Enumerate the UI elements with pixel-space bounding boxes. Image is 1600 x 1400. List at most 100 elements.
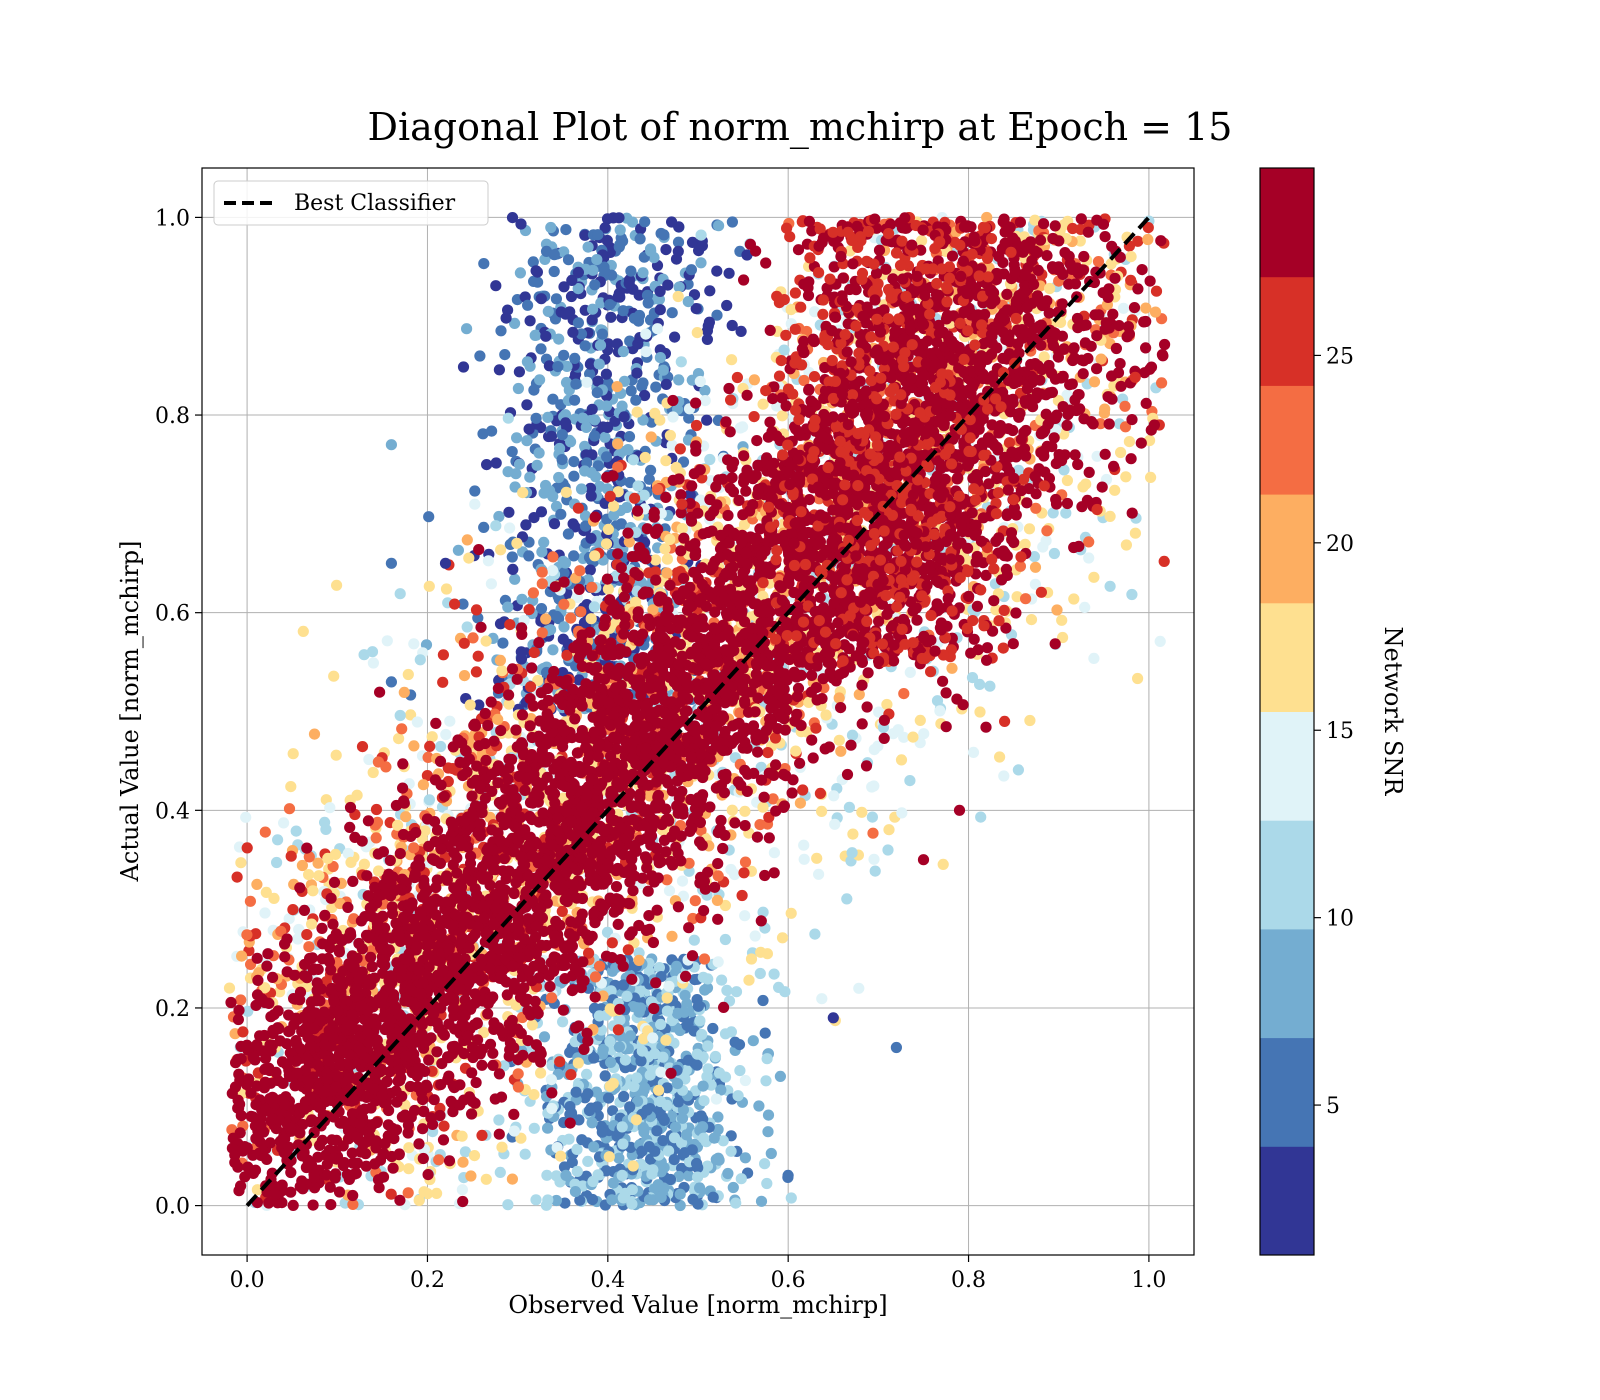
scatter-point — [558, 567, 570, 579]
scatter-point — [582, 241, 594, 253]
scatter-point — [614, 224, 626, 236]
scatter-point — [560, 224, 572, 236]
scatter-point — [816, 805, 828, 818]
scatter-point — [241, 842, 253, 854]
scatter-point — [867, 827, 879, 839]
scatter-point — [600, 538, 613, 550]
scatter-point — [492, 713, 504, 726]
scatter-point — [599, 431, 611, 443]
scatter-point — [866, 811, 879, 823]
scatter-point — [464, 699, 476, 711]
scatter-point — [589, 279, 601, 291]
scatter-point — [843, 801, 856, 813]
scatter-point — [358, 649, 370, 661]
scatter-point — [895, 754, 908, 766]
scatter-point — [278, 817, 290, 829]
scatter-point — [1083, 552, 1095, 564]
scatter-point — [403, 1163, 415, 1175]
scatter-point — [676, 523, 688, 535]
scatter-point — [618, 1090, 630, 1103]
scatter-point — [534, 374, 546, 386]
scatter-point — [545, 1074, 558, 1086]
scatter-point — [599, 222, 611, 234]
scatter-point — [502, 304, 514, 316]
scatter-point — [474, 350, 486, 362]
scatter-point — [1104, 510, 1116, 522]
scatter-point — [603, 1092, 615, 1104]
scatter-point — [324, 802, 336, 814]
scatter-point — [493, 1114, 505, 1126]
scatter-point — [611, 381, 623, 393]
scatter-point — [393, 733, 405, 745]
scatter-point — [699, 384, 711, 397]
scatter-point — [330, 749, 342, 761]
scatter-point — [628, 312, 641, 324]
scatter-point — [790, 745, 802, 757]
scatter-point — [1080, 478, 1092, 490]
scatter-point — [699, 984, 711, 996]
scatter-point — [313, 870, 325, 882]
scatter-point — [809, 928, 821, 940]
scatter-point — [730, 1197, 742, 1209]
scatter-point — [461, 534, 473, 546]
scatter-point — [639, 389, 651, 402]
scatter-point — [739, 910, 751, 922]
scatter-point — [438, 1120, 450, 1132]
scatter-point — [503, 506, 515, 518]
scatter-point — [414, 654, 426, 666]
scatter-point — [563, 1133, 575, 1145]
scatter-point — [1120, 471, 1132, 483]
scatter-point — [1048, 547, 1060, 560]
scatter-point — [725, 863, 737, 876]
scatter-point — [423, 511, 435, 523]
scatter-point — [575, 328, 588, 340]
scatter-point — [668, 1154, 680, 1166]
scatter-point — [575, 483, 588, 495]
scatter-point — [896, 807, 908, 819]
scatter-point — [719, 1071, 732, 1083]
scatter-point — [698, 953, 711, 965]
scatter-point — [841, 893, 853, 905]
scatter-point — [1132, 672, 1144, 685]
scatter-point — [528, 1122, 540, 1134]
scatter-point — [538, 1031, 551, 1043]
scatter-point — [546, 992, 558, 1004]
scatter-point — [550, 1194, 563, 1207]
scatter-point — [560, 417, 572, 429]
scatter-point — [699, 395, 711, 407]
scatter-point — [645, 464, 657, 476]
scatter-point — [297, 625, 309, 638]
scatter-point — [456, 1184, 468, 1196]
scatter-point — [508, 317, 521, 329]
scatter-point — [494, 654, 506, 667]
scatter-point — [579, 510, 592, 522]
scatter-point — [396, 723, 408, 735]
scatter-point — [666, 307, 678, 319]
scatter-point — [614, 239, 626, 251]
scatter-point — [698, 1095, 710, 1107]
scatter-point — [512, 1068, 524, 1080]
scatter-point — [457, 361, 470, 373]
scatter-point — [707, 1191, 719, 1203]
scatter-point — [635, 1055, 647, 1067]
scatter-point — [725, 394, 737, 406]
scatter-point — [508, 1125, 520, 1137]
scatter-point — [576, 1134, 588, 1146]
scatter-point — [759, 1158, 771, 1170]
scatter-point — [569, 521, 581, 533]
scatter-point — [553, 471, 565, 484]
scatter-point — [565, 1069, 577, 1081]
scatter-point — [478, 521, 490, 534]
scatter-point — [560, 1169, 572, 1181]
scatter-point — [631, 406, 643, 418]
scatter-point — [883, 824, 895, 836]
scatter-point — [711, 265, 723, 277]
scatter-point — [712, 1111, 724, 1123]
scatter-point — [579, 520, 592, 532]
scatter-point — [515, 646, 527, 658]
scatter-point — [437, 676, 449, 688]
scatter-point — [691, 1048, 703, 1060]
scatter-point — [531, 266, 544, 278]
scatter-point — [579, 465, 591, 477]
scatter-point — [833, 692, 845, 704]
